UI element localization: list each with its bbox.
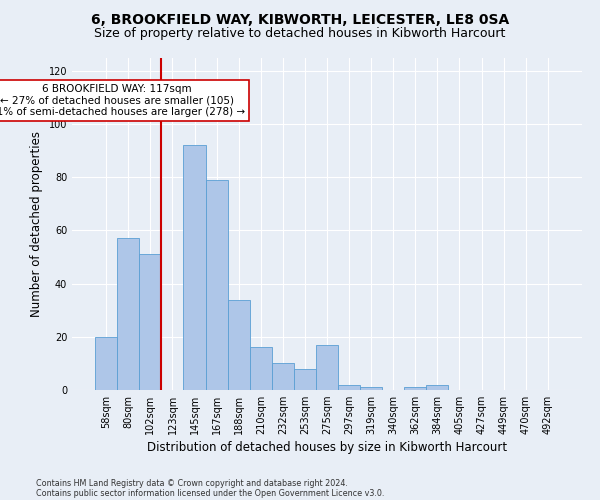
X-axis label: Distribution of detached houses by size in Kibworth Harcourt: Distribution of detached houses by size … <box>147 442 507 454</box>
Bar <box>272 364 294 390</box>
Bar <box>338 384 360 390</box>
Text: 6, BROOKFIELD WAY, KIBWORTH, LEICESTER, LE8 0SA: 6, BROOKFIELD WAY, KIBWORTH, LEICESTER, … <box>91 12 509 26</box>
Y-axis label: Number of detached properties: Number of detached properties <box>30 130 43 317</box>
Bar <box>316 345 338 390</box>
Bar <box>360 388 382 390</box>
Bar <box>404 388 427 390</box>
Bar <box>95 337 117 390</box>
Text: Size of property relative to detached houses in Kibworth Harcourt: Size of property relative to detached ho… <box>94 28 506 40</box>
Bar <box>294 368 316 390</box>
Bar <box>250 348 272 390</box>
Bar <box>139 254 161 390</box>
Bar <box>206 180 227 390</box>
Text: Contains public sector information licensed under the Open Government Licence v3: Contains public sector information licen… <box>36 488 385 498</box>
Text: 6 BROOKFIELD WAY: 117sqm
← 27% of detached houses are smaller (105)
71% of semi-: 6 BROOKFIELD WAY: 117sqm ← 27% of detach… <box>0 84 245 117</box>
Bar <box>117 238 139 390</box>
Bar <box>184 146 206 390</box>
Bar <box>227 300 250 390</box>
Bar <box>427 384 448 390</box>
Text: Contains HM Land Registry data © Crown copyright and database right 2024.: Contains HM Land Registry data © Crown c… <box>36 478 348 488</box>
